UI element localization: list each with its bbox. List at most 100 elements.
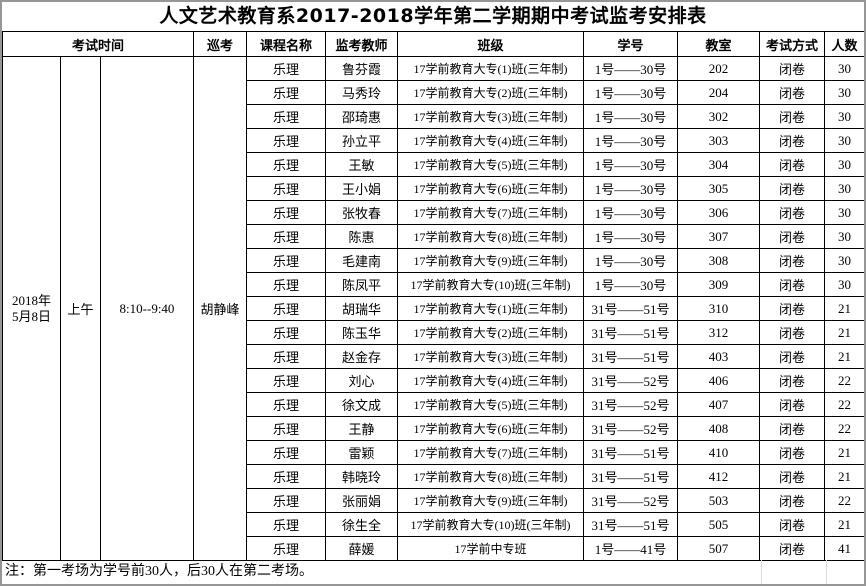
cell-invigilator: 陈惠 xyxy=(325,224,398,249)
cell-course: 乐理 xyxy=(246,104,326,129)
cell-room: 310 xyxy=(677,296,760,321)
cell-count: 21 xyxy=(824,464,864,489)
cell-exam-method: 闭卷 xyxy=(759,176,825,201)
cell-student-range: 31号——51号 xyxy=(583,512,678,537)
cell-exam-method: 闭卷 xyxy=(759,392,825,417)
table-row: 乐理 张丽娟 17学前教育大专(9)班(三年制) 31号——52号 503 闭卷… xyxy=(3,488,864,513)
cell-room: 303 xyxy=(677,128,760,153)
cell-exam-method: 闭卷 xyxy=(759,368,825,393)
schedule-table: 考试时间 巡考 课程名称 监考教师 班级 学号 教室 考试方式 人数 2018年… xyxy=(2,31,864,561)
cell-course: 乐理 xyxy=(246,464,326,489)
cell-count: 21 xyxy=(824,512,864,537)
table-row: 乐理 陈凤平 17学前教育大专(10)班(三年制) 1号——30号 309 闭卷… xyxy=(3,272,864,297)
cell-class: 17学前教育大专(6)班(三年制) xyxy=(397,176,584,201)
header-invigilator: 监考教师 xyxy=(325,31,398,57)
header-proctor: 巡考 xyxy=(193,31,247,57)
cell-student-range: 1号——30号 xyxy=(583,272,678,297)
cell-course: 乐理 xyxy=(246,80,326,105)
cell-course: 乐理 xyxy=(246,128,326,153)
cell-count: 30 xyxy=(824,176,864,201)
cell-class: 17学前教育大专(8)班(三年制) xyxy=(397,224,584,249)
cell-invigilator: 张丽娟 xyxy=(325,488,398,513)
cell-count: 22 xyxy=(824,368,864,393)
cell-count: 30 xyxy=(824,272,864,297)
cell-invigilator: 胡瑞华 xyxy=(325,296,398,321)
table-row: 乐理 徐文成 17学前教育大专(5)班(三年制) 31号——52号 407 闭卷… xyxy=(3,392,864,417)
cell-course: 乐理 xyxy=(246,176,326,201)
header-course: 课程名称 xyxy=(246,31,326,57)
session-period: 上午 xyxy=(60,56,101,561)
cell-exam-method: 闭卷 xyxy=(759,200,825,225)
cell-invigilator: 韩晓玲 xyxy=(325,464,398,489)
cell-class: 17学前教育大专(9)班(三年制) xyxy=(397,488,584,513)
cell-invigilator: 王敏 xyxy=(325,152,398,177)
cell-course: 乐理 xyxy=(246,152,326,177)
header-count: 人数 xyxy=(824,31,864,57)
cell-room: 407 xyxy=(677,392,760,417)
cell-invigilator: 王静 xyxy=(325,416,398,441)
cell-student-range: 31号——51号 xyxy=(583,320,678,345)
faint-gridline xyxy=(761,560,762,584)
cell-invigilator: 孙立平 xyxy=(325,128,398,153)
cell-course: 乐理 xyxy=(246,200,326,225)
cell-class: 17学前教育大专(4)班(三年制) xyxy=(397,368,584,393)
header-row: 考试时间 巡考 课程名称 监考教师 班级 学号 教室 考试方式 人数 xyxy=(2,31,864,57)
cell-student-range: 1号——30号 xyxy=(583,200,678,225)
cell-room: 305 xyxy=(677,176,760,201)
table-row: 乐理 徐生全 17学前教育大专(10)班(三年制) 31号——51号 505 闭… xyxy=(3,512,864,537)
cell-course: 乐理 xyxy=(246,392,326,417)
cell-class: 17学前教育大专(2)班(三年制) xyxy=(397,320,584,345)
cell-count: 21 xyxy=(824,440,864,465)
cell-student-range: 31号——52号 xyxy=(583,392,678,417)
cell-invigilator: 雷颖 xyxy=(325,440,398,465)
cell-exam-method: 闭卷 xyxy=(759,440,825,465)
cell-exam-method: 闭卷 xyxy=(759,128,825,153)
cell-room: 410 xyxy=(677,440,760,465)
cell-class: 17学前教育大专(7)班(三年制) xyxy=(397,440,584,465)
cell-exam-method: 闭卷 xyxy=(759,536,825,561)
cell-course: 乐理 xyxy=(246,512,326,537)
cell-student-range: 31号——51号 xyxy=(583,464,678,489)
cell-count: 22 xyxy=(824,392,864,417)
table-row: 乐理 邵琦惠 17学前教育大专(3)班(三年制) 1号——30号 302 闭卷 … xyxy=(3,104,864,129)
cell-room: 505 xyxy=(677,512,760,537)
cell-room: 304 xyxy=(677,152,760,177)
cell-invigilator: 鲁芬霞 xyxy=(325,56,398,81)
cell-room: 408 xyxy=(677,416,760,441)
cell-invigilator: 陈凤平 xyxy=(325,272,398,297)
cell-room: 307 xyxy=(677,224,760,249)
table-row: 乐理 马秀玲 17学前教育大专(2)班(三年制) 1号——30号 204 闭卷 … xyxy=(3,80,864,105)
cell-student-range: 31号——51号 xyxy=(583,344,678,369)
cell-class: 17学前教育大专(2)班(三年制) xyxy=(397,80,584,105)
cell-exam-method: 闭卷 xyxy=(759,224,825,249)
session-proctor: 胡静峰 xyxy=(193,56,247,561)
header-student-no: 学号 xyxy=(583,31,678,57)
table-row: 乐理 毛建南 17学前教育大专(9)班(三年制) 1号——30号 308 闭卷 … xyxy=(3,248,864,273)
cell-course: 乐理 xyxy=(246,416,326,441)
cell-exam-method: 闭卷 xyxy=(759,104,825,129)
cell-count: 30 xyxy=(824,80,864,105)
cell-count: 30 xyxy=(824,56,864,81)
cell-invigilator: 刘心 xyxy=(325,368,398,393)
page-title: 人文艺术教育系2017-2018学年第二学期期中考试监考安排表 xyxy=(159,5,707,27)
cell-invigilator: 邵琦惠 xyxy=(325,104,398,129)
cell-student-range: 1号——30号 xyxy=(583,176,678,201)
faint-gridline xyxy=(826,560,827,584)
table-row: 乐理 陈玉华 17学前教育大专(2)班(三年制) 31号——51号 312 闭卷… xyxy=(3,320,864,345)
cell-count: 22 xyxy=(824,416,864,441)
header-class: 班级 xyxy=(397,31,584,57)
cell-course: 乐理 xyxy=(246,536,326,561)
table-row: 2018年 5月8日 上午 8:10--9:40 胡静峰 乐理 鲁芬霞 17学前教育大… xyxy=(2,56,864,561)
cell-class: 17学前教育大专(10)班(三年制) xyxy=(397,512,584,537)
cell-room: 309 xyxy=(677,272,760,297)
cell-student-range: 1号——30号 xyxy=(583,152,678,177)
cell-count: 41 xyxy=(824,536,864,561)
cell-room: 412 xyxy=(677,464,760,489)
cell-exam-method: 闭卷 xyxy=(759,344,825,369)
cell-count: 30 xyxy=(824,152,864,177)
cell-student-range: 31号——51号 xyxy=(583,296,678,321)
cell-student-range: 1号——30号 xyxy=(583,56,678,81)
table-row: 乐理 王敏 17学前教育大专(5)班(三年制) 1号——30号 304 闭卷 3… xyxy=(3,152,864,177)
cell-room: 403 xyxy=(677,344,760,369)
